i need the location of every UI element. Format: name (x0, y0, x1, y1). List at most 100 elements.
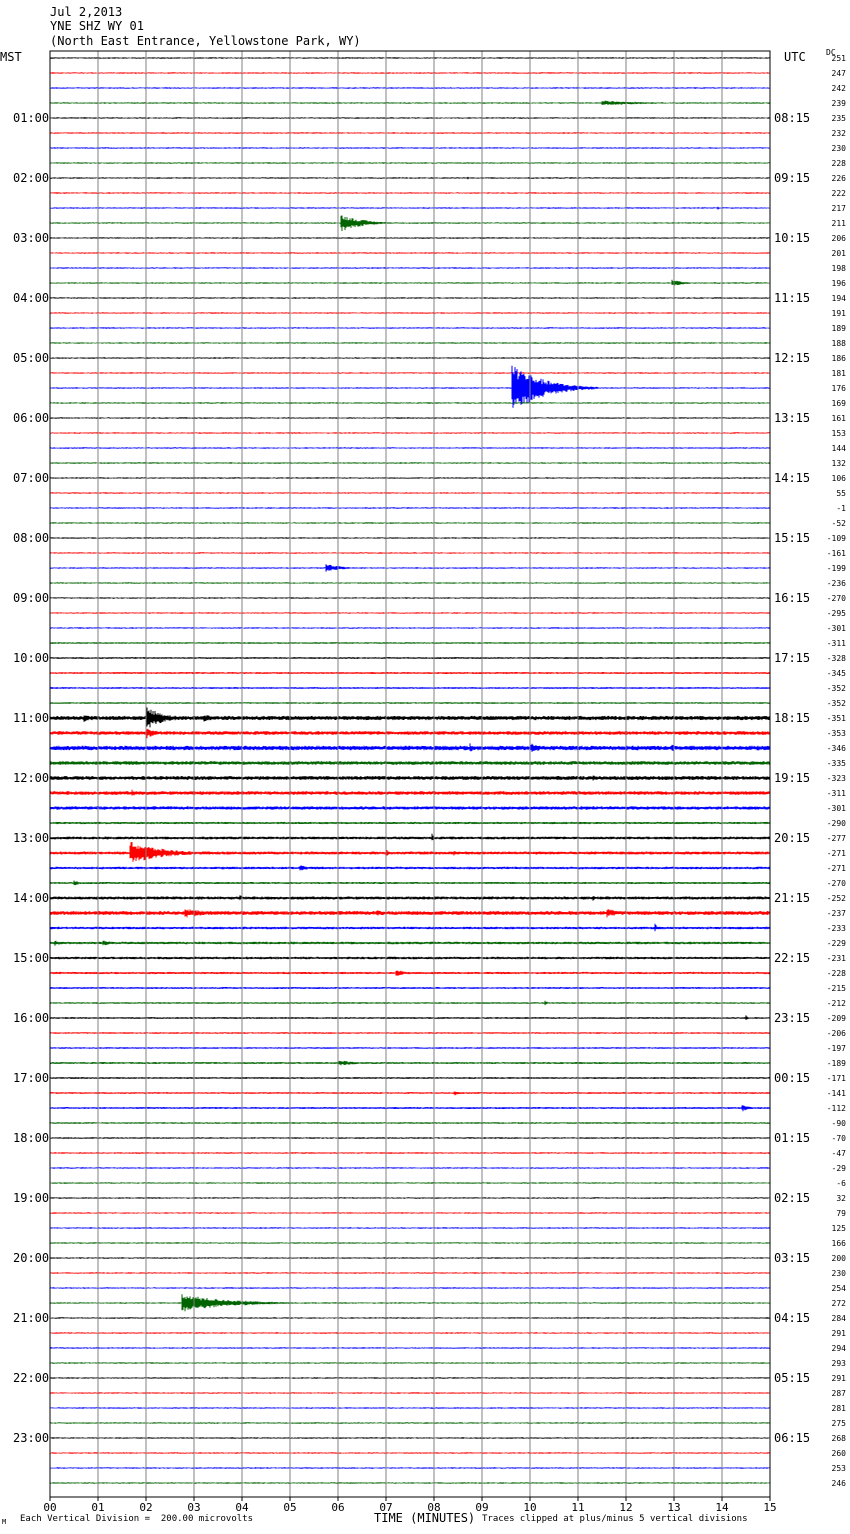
dc-offset-73: -47 (832, 1149, 847, 1158)
trace-74 (49, 1167, 771, 1169)
utc-label-01:15: 01:15 (774, 1131, 810, 1145)
trace-18 (49, 327, 771, 329)
trace-91 (49, 1422, 771, 1424)
dc-offset-40: -328 (827, 654, 846, 663)
trace-39 (49, 642, 771, 644)
mst-label-20:00: 20:00 (13, 1251, 49, 1265)
dc-offset-16: 194 (832, 294, 847, 303)
dc-offset-82: 254 (832, 1284, 847, 1293)
utc-label-15:15: 15:15 (774, 531, 810, 545)
utc-label-05:15: 05:15 (774, 1371, 810, 1385)
dc-offset-47: -335 (827, 759, 846, 768)
dc-offset-67: -189 (827, 1059, 846, 1068)
frame-border (49, 50, 771, 1498)
dc-offset-4: 235 (832, 114, 847, 123)
trace-58 (49, 923, 771, 932)
trace-66 (49, 1047, 771, 1049)
mst-label-04:00: 04:00 (13, 291, 49, 305)
dc-offset-26: 144 (832, 444, 847, 453)
dc-offset-45: -353 (827, 729, 846, 738)
trace-11 (49, 215, 771, 231)
dc-offset-43: -352 (827, 699, 846, 708)
dc-offset-22: 176 (832, 384, 847, 393)
x-tick-label-07: 07 (379, 1501, 392, 1514)
trace-25 (49, 432, 771, 434)
dc-offset-84: 284 (832, 1314, 847, 1323)
dc-offset-10: 217 (832, 204, 847, 213)
dc-offset-89: 287 (832, 1389, 847, 1398)
dc-offset-30: -1 (836, 504, 846, 513)
utc-label-23:15: 23:15 (774, 1011, 810, 1025)
trace-55 (49, 880, 771, 886)
dc-offset-75: -6 (836, 1179, 846, 1188)
trace-56 (49, 895, 771, 901)
dc-offset-2: 242 (832, 84, 847, 93)
trace-35 (49, 582, 771, 584)
dc-offset-labels: 251 247 242 239 235 232 230 228 226 222 217 211 206 2… (827, 54, 846, 1488)
mst-label-09:00: 09:00 (13, 591, 49, 605)
dc-offset-55: -270 (827, 879, 846, 888)
trace-28 (49, 477, 771, 479)
dc-offset-51: -290 (827, 819, 846, 828)
utc-hour-labels: 08:15 09:15 10:15 11:15 12:15 13:15 14:15 15:15… (774, 111, 810, 1445)
trace-83 (49, 1294, 771, 1312)
dc-offset-66: -197 (827, 1044, 846, 1053)
dc-offset-9: 222 (832, 189, 847, 198)
trace-77 (49, 1212, 771, 1214)
utc-label-10:15: 10:15 (774, 231, 810, 245)
trace-32 (49, 537, 771, 539)
dc-offset-91: 275 (832, 1419, 847, 1428)
mst-label-06:00: 06:00 (13, 411, 49, 425)
utc-label-17:15: 17:15 (774, 651, 810, 665)
mst-label-12:00: 12:00 (13, 771, 49, 785)
trace-2 (49, 87, 771, 89)
utc-label-02:15: 02:15 (774, 1191, 810, 1205)
trace-10 (49, 206, 771, 210)
trace-3 (49, 100, 771, 105)
dc-offset-29: 55 (836, 489, 846, 498)
mst-label-03:00: 03:00 (13, 231, 49, 245)
dc-offset-14: 198 (832, 264, 847, 273)
dc-offset-69: -141 (827, 1089, 846, 1098)
mst-label-14:00: 14:00 (13, 891, 49, 905)
trace-63 (49, 1000, 771, 1006)
dc-offset-74: -29 (832, 1164, 847, 1173)
x-axis-label: TIME (MINUTES) (374, 1511, 476, 1525)
mst-label-11:00: 11:00 (13, 711, 49, 725)
trace-21 (49, 372, 771, 374)
mst-axis-label: MST (0, 50, 22, 64)
trace-50 (49, 806, 771, 810)
utc-label-09:15: 09:15 (774, 171, 810, 185)
trace-5 (49, 132, 771, 134)
dc-offset-71: -90 (832, 1119, 847, 1128)
dc-offset-25: 153 (832, 429, 847, 438)
dc-offset-34: -199 (827, 564, 846, 573)
dc-offset-7: 228 (832, 159, 847, 168)
trace-14 (49, 267, 771, 269)
dc-offset-18: 189 (832, 324, 847, 333)
mst-label-23:00: 23:00 (13, 1431, 49, 1445)
trace-34 (49, 564, 771, 572)
x-tick-label-14: 14 (715, 1501, 729, 1514)
trace-93 (49, 1452, 771, 1454)
dc-offset-49: -311 (827, 789, 846, 798)
dc-offset-90: 281 (832, 1404, 847, 1413)
utc-label-14:15: 14:15 (774, 471, 810, 485)
trace-78 (49, 1227, 771, 1229)
x-axis-ticks: 00 01 02 03 04 05 06 07 08 09 10 11 12 13 14 15 (43, 1497, 777, 1514)
utc-label-04:15: 04:15 (774, 1311, 810, 1325)
trace-73 (49, 1152, 771, 1154)
dc-offset-77: 79 (836, 1209, 846, 1218)
dc-offset-58: -233 (827, 924, 846, 933)
trace-60 (49, 956, 771, 960)
dc-offset-53: -271 (827, 849, 846, 858)
mst-label-02:00: 02:00 (13, 171, 49, 185)
trace-89 (49, 1392, 771, 1394)
dc-offset-70: -112 (827, 1104, 846, 1113)
x-tick-label-10: 10 (523, 1501, 536, 1514)
dc-offset-1: 247 (832, 69, 847, 78)
dc-offset-50: -301 (827, 804, 846, 813)
x-tick-label-09: 09 (475, 1501, 488, 1514)
mst-label-19:00: 19:00 (13, 1191, 49, 1205)
